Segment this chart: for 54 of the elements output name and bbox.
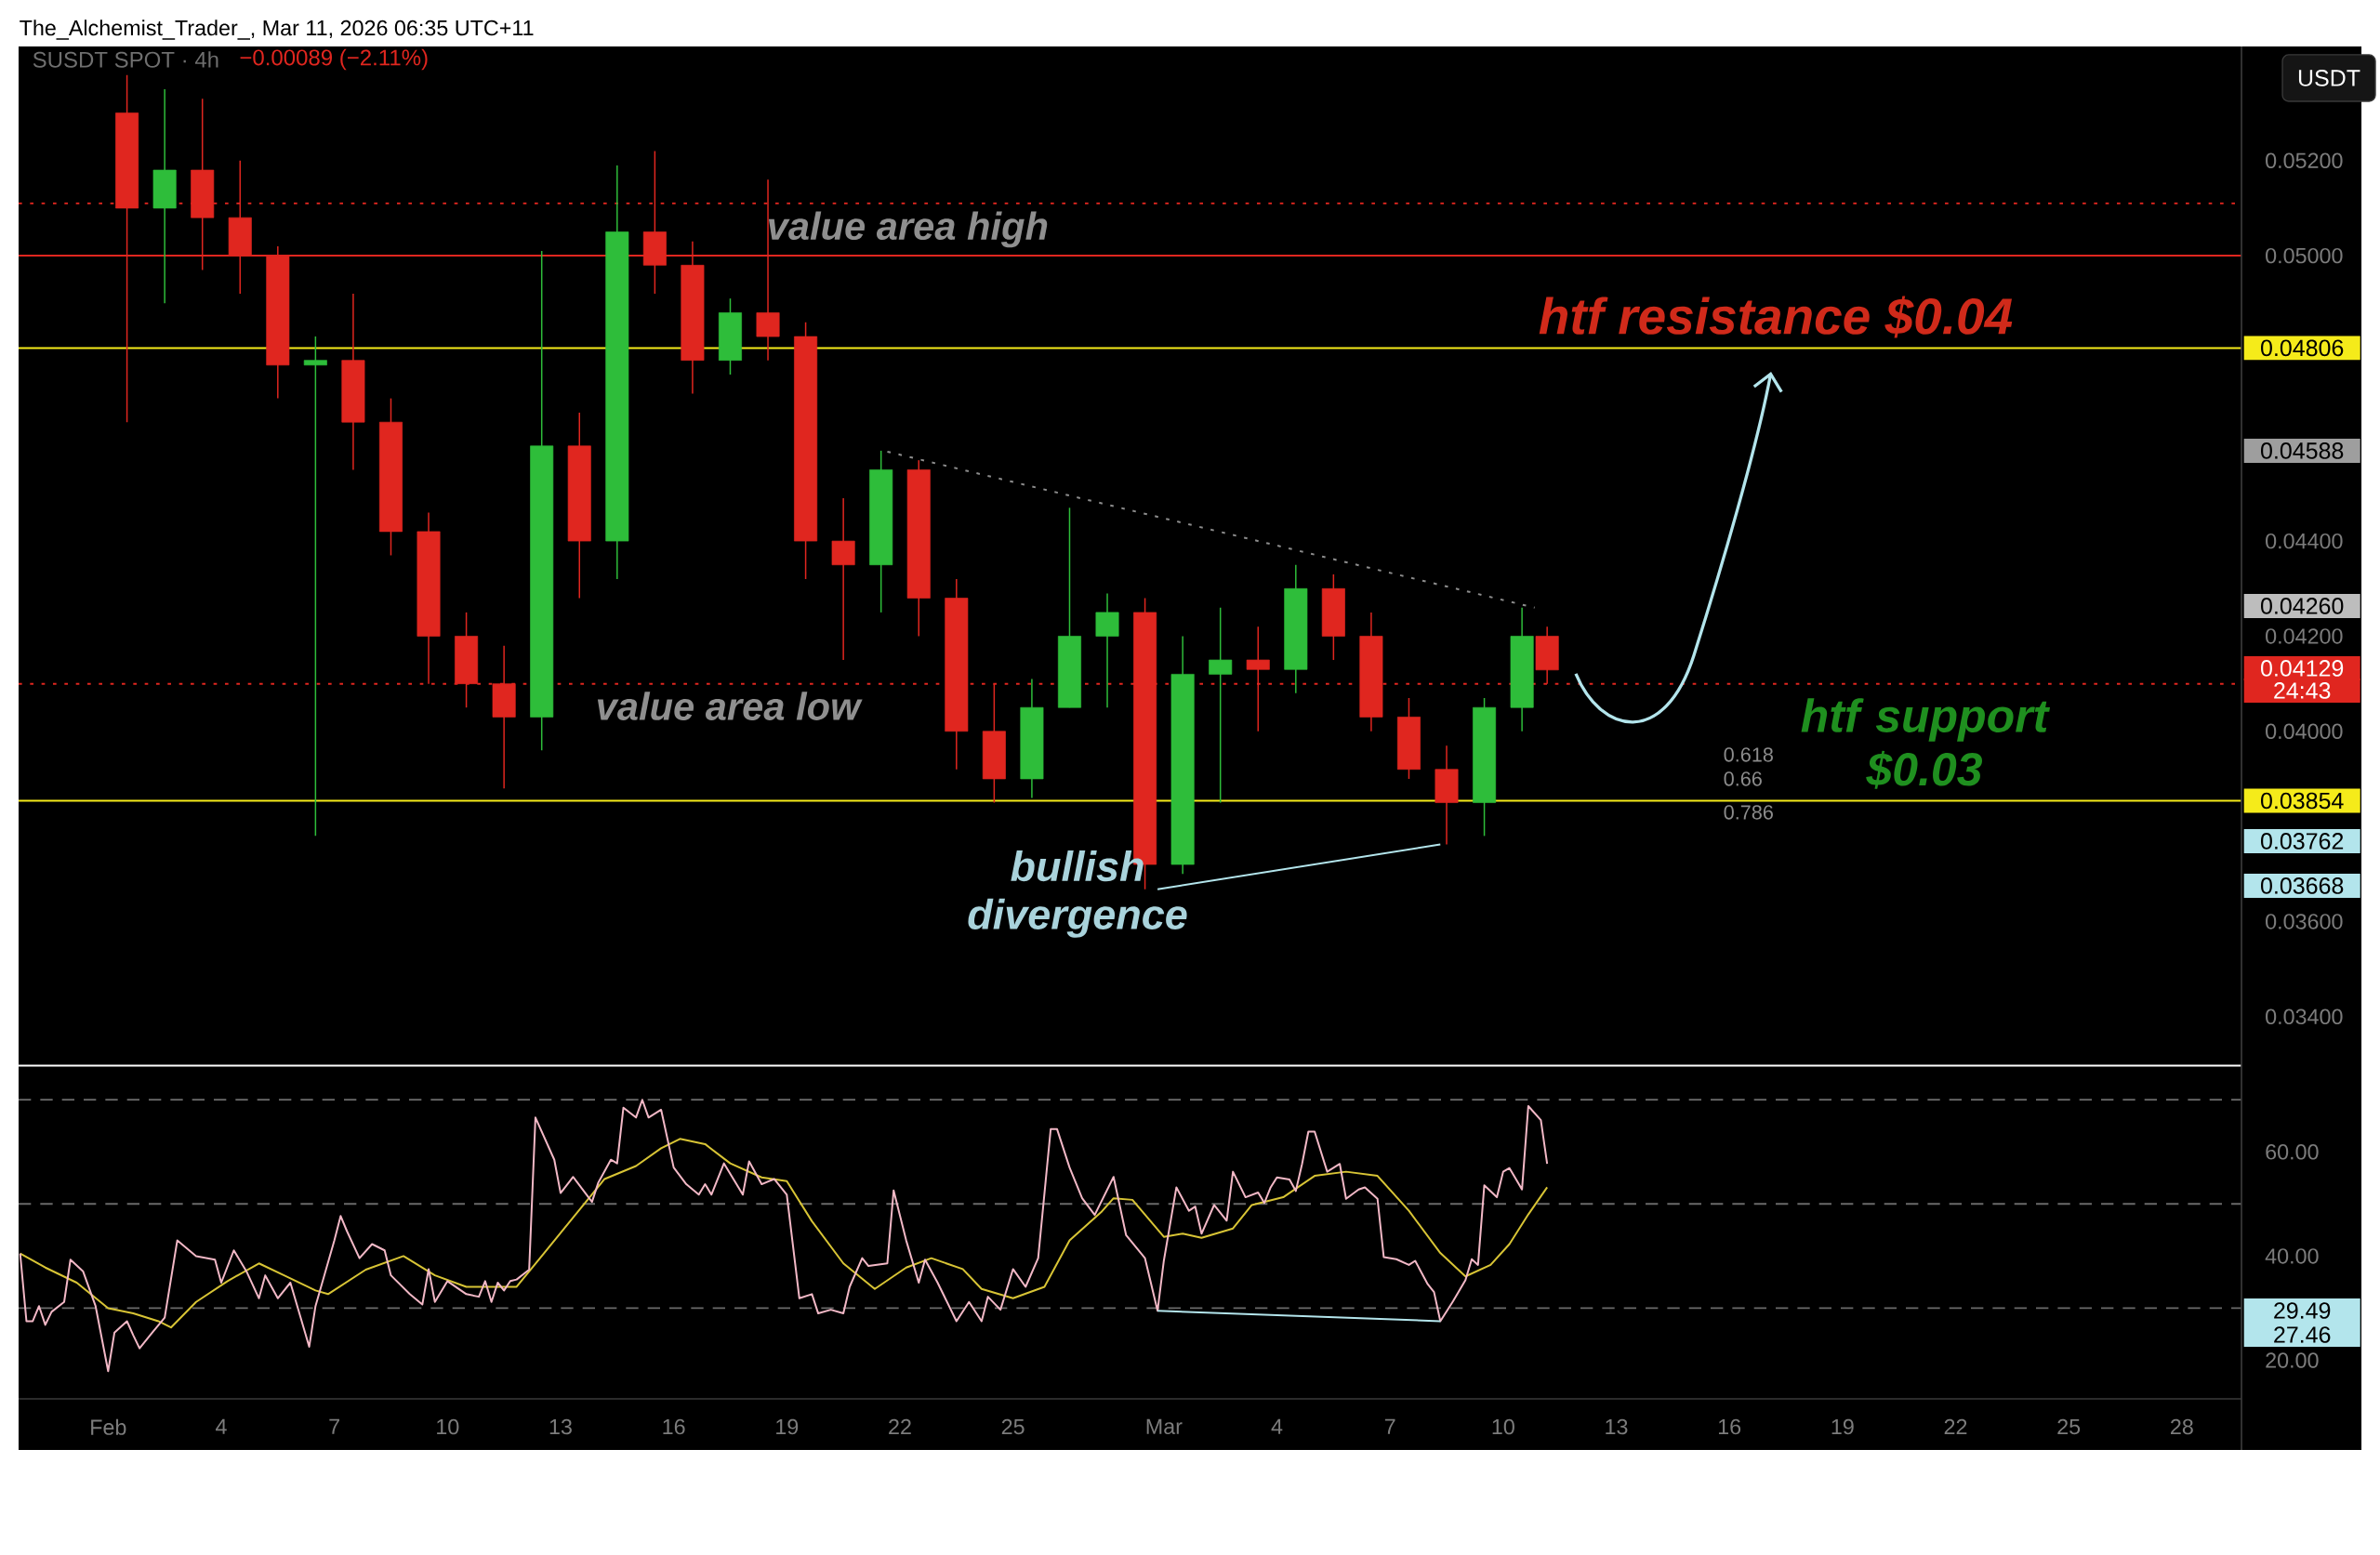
text: 0.04129 — [2261, 660, 2344, 677]
x-tick-label: 10 — [437, 1418, 459, 1435]
y-tick-label: 60.00 — [2266, 1144, 2319, 1160]
annotation: 0.786 — [1724, 805, 1773, 820]
y-tick-label: 0.04200 — [2266, 628, 2343, 644]
text: 27.46 — [2274, 1326, 2331, 1343]
text: 0.03762 — [2261, 833, 2344, 850]
x-tick-label: 25 — [1001, 1418, 1025, 1435]
line-series — [19, 1099, 1549, 1373]
x-tick-label: Mar — [1146, 1418, 1183, 1435]
x-tick-label: 10 — [1492, 1418, 1514, 1435]
x-tick-label: 16 — [663, 1418, 685, 1435]
x-tick-label: 19 — [1831, 1418, 1854, 1435]
text: 0.04260 — [2261, 598, 2344, 614]
annotation: htf resistance $0.04 — [1539, 296, 2013, 338]
annotation: bullish divergence — [968, 850, 1187, 938]
x-tick-label: 4 — [1271, 1418, 1283, 1434]
y-axis-title: USDT — [2298, 70, 2360, 86]
x-tick-label: 7 — [1384, 1418, 1395, 1434]
x-tick-label: 4 — [216, 1418, 227, 1434]
y-tick-label: 0.03400 — [2266, 1008, 2343, 1025]
x-tick-label: 22 — [1944, 1418, 1967, 1435]
chart-title: The_Alchemist_Trader_, Mar 11, 2026 06:35 UTC+11 — [20, 20, 534, 40]
text: 24:43 — [2274, 682, 2331, 699]
annotation: 0.618 — [1724, 747, 1773, 762]
text: 29.49 — [2274, 1302, 2331, 1319]
ref-line-label: 0.03854 — [2261, 792, 2344, 810]
annotation: htf support $0.03 — [1801, 698, 2051, 789]
x-tick-label: 13 — [1606, 1418, 1628, 1435]
text: 0.03668 — [2261, 877, 2344, 894]
x-tick-label: 22 — [889, 1418, 911, 1435]
candlestick — [303, 336, 327, 837]
y-tick-label: 0.05200 — [2266, 152, 2343, 169]
y-tick-label: 0.04000 — [2266, 723, 2343, 740]
ref-line-label: value area low — [597, 692, 863, 720]
x-tick-label: 13 — [549, 1418, 572, 1435]
y-tick-label: 0.04400 — [2266, 533, 2343, 549]
y-tick-label: 0.05000 — [2266, 247, 2343, 264]
y-tick-label: 40.00 — [2265, 1248, 2319, 1264]
text: 0.04588 — [2261, 442, 2344, 459]
ref-line-label: 0.04806 — [2261, 339, 2344, 357]
x-tick-label: 7 — [329, 1418, 339, 1434]
x-tick-label: 28 — [2171, 1418, 2193, 1435]
x-tick-label: Feb — [91, 1418, 126, 1435]
x-tick-label: 25 — [2057, 1418, 2081, 1435]
y-tick-label: 0.03600 — [2266, 914, 2343, 929]
annotation: −0.00089 (−2.11%) — [240, 48, 428, 71]
chart-subtitle: SUSDT SPOT · 4h — [33, 51, 218, 68]
x-tick-label: 19 — [776, 1418, 799, 1435]
candlestick — [1209, 607, 1233, 804]
y-tick-label: 20.00 — [2266, 1352, 2319, 1368]
annotation: 0.66 — [1724, 771, 1762, 786]
ref-line-label: value area high — [768, 211, 1048, 248]
x-tick-label: 16 — [1718, 1418, 1741, 1435]
